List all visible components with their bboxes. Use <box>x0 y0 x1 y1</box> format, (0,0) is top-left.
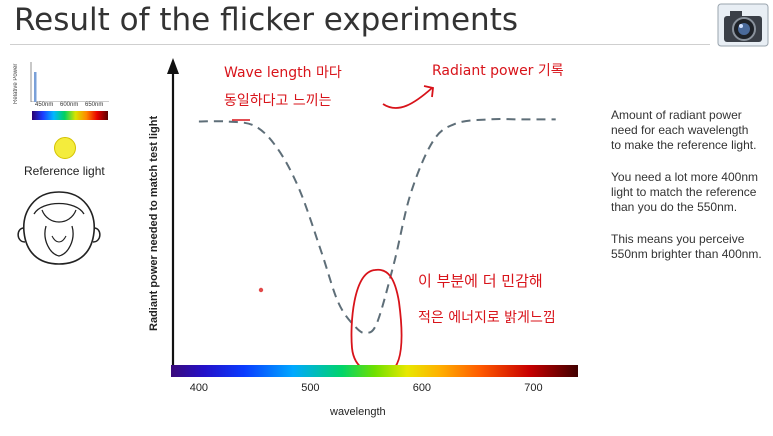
title-divider <box>10 44 710 45</box>
spectrum-tick: 650nm <box>85 102 104 108</box>
observer-head-icon <box>17 191 101 265</box>
annotation-text: Radiant power 기록 <box>432 63 564 79</box>
annotation-text: 동일하다고 느끼는 <box>224 93 332 109</box>
spectrum-tick: 600nm <box>60 102 79 108</box>
y-axis-arrow-icon <box>167 58 179 74</box>
laser-pointer-dot <box>258 287 264 293</box>
x-tick-label: 400 <box>189 382 209 394</box>
note-paragraph: Amount of radiant power need for each wa… <box>611 108 757 152</box>
x-tick-label: 500 <box>301 382 320 394</box>
annotation-text: Wave length 마다 <box>224 65 342 81</box>
spectrum-color-bar <box>32 111 108 120</box>
annotation-arrow <box>382 85 434 109</box>
reference-light-circle <box>54 137 76 159</box>
reference-light-label: Reference light <box>24 164 105 178</box>
radiant-power-curve <box>198 118 556 335</box>
slide-title: Result of the flicker experiments <box>14 2 519 38</box>
annotation-circle <box>350 268 403 375</box>
x-axis-label: wavelength <box>330 406 386 418</box>
note-paragraph: You need a lot more 400nm light to match… <box>611 170 758 214</box>
note-paragraph: This means you perceive 550nm brighter t… <box>611 232 762 261</box>
x-tick-label: 700 <box>524 382 543 394</box>
annotation-text: 적은 에너지로 밝게느낌 <box>418 310 556 326</box>
explanation-notes: Amount of radiant power need for each wa… <box>611 108 771 279</box>
camera-logo-icon <box>717 3 769 47</box>
wavelength-spectrum-axis <box>171 365 578 377</box>
x-tick-label: 600 <box>412 382 432 394</box>
spectrum-tick: 450nm <box>35 102 54 108</box>
annotation-text: 이 부분에 더 민감해 <box>418 272 543 290</box>
reference-spectrum-plot <box>30 62 109 102</box>
